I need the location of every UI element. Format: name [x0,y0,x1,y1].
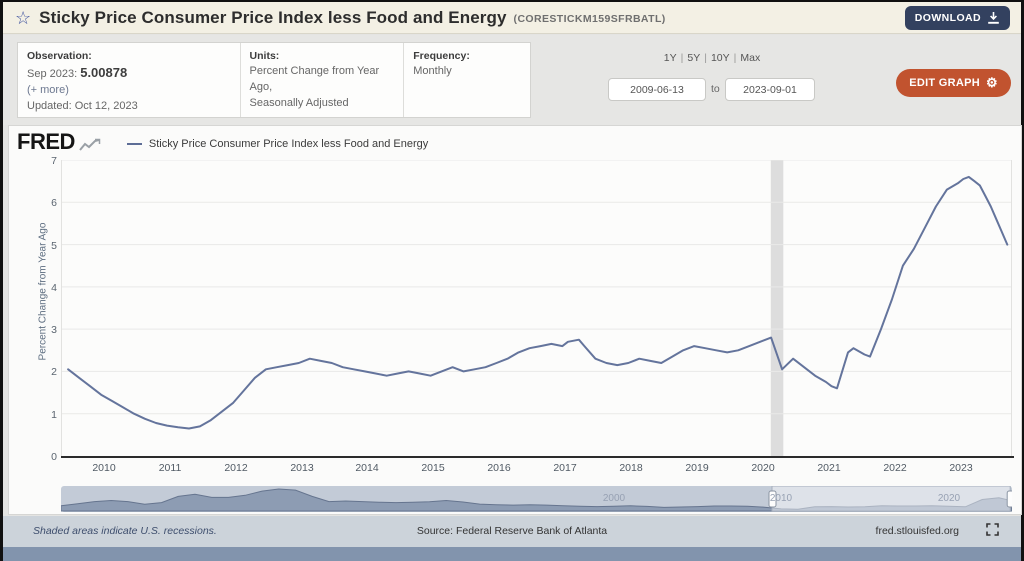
x-tick-label: 2013 [290,462,314,474]
date-end-input[interactable] [725,78,815,101]
scrubber-year-label: 2020 [937,493,961,504]
page-header: ☆ Sticky Price Consumer Price Index less… [3,2,1021,34]
x-axis-line [61,456,1014,458]
plot-area[interactable] [61,159,1012,456]
range-scrubber[interactable]: 2000 2010 2020 [60,485,1015,513]
control-strip: Observation: Sep 2023: 5.00878 (+ more) … [3,35,1021,125]
legend-line-swatch [126,142,142,145]
x-tick-label: 2019 [685,462,709,474]
date-to-label: to [711,83,720,95]
x-tick-label: 2010 [92,462,116,474]
y-tick-label: 7 [51,155,57,167]
range-preset-10y[interactable]: 10Y [710,52,730,64]
edit-graph-button[interactable]: EDIT GRAPH ⚙ [896,69,1011,97]
preset-separator: | [704,52,707,64]
series-id: (CORESTICKM159SFRBATL) [513,12,666,25]
y-tick-label: 6 [51,197,57,210]
chart-svg [61,159,1012,456]
observation-value: Sep 2023: 5.00878 [27,65,128,81]
x-tick-label: 2022 [883,462,907,474]
y-tick-label: 0 [51,451,57,463]
legend-label: Sticky Price Consumer Price Index less F… [148,137,429,150]
x-tick-label: 2011 [158,462,182,474]
y-tick-label: 3 [51,324,57,337]
scrubber-handle-right[interactable] [1006,490,1015,508]
recessions-note: Shaded areas indicate U.S. recessions. [33,525,217,537]
y-tick-label: 5 [51,239,57,252]
fred-logo: FRED [17,129,75,154]
meta-cards: Observation: Sep 2023: 5.00878 (+ more) … [17,42,531,118]
site-link: fred.stlouisfed.org [875,525,959,537]
bottom-bar [3,547,1021,561]
range-preset-1y[interactable]: 1Y [663,52,677,64]
range-presets: 1Y | 5Y | 10Y | Max [631,52,793,64]
range-preset-5y[interactable]: 5Y [687,52,701,64]
scrubber-handle-left[interactable] [768,490,777,508]
preset-separator: | [733,52,737,64]
scrubber-year-label: 2000 [602,493,626,504]
gear-icon: ⚙ [986,75,998,90]
units-label: Units: [249,50,280,62]
scrubber-svg [60,485,1015,513]
chart-legend: Sticky Price Consumer Price Index less F… [126,137,429,150]
scrubber-year-label: 2010 [769,493,793,504]
y-tick-label: 2 [51,366,57,379]
frequency-label: Frequency: [413,50,470,62]
x-tick-label: 2018 [619,462,643,474]
more-observations-link[interactable]: (+ more) [27,84,69,97]
download-icon [988,12,999,24]
x-tick-label: 2016 [487,462,511,474]
chart-brand-row: FRED Sticky Price Consumer Price Index l… [17,129,428,155]
y-tick-label: 4 [51,281,57,294]
observation-panel: Observation: Sep 2023: 5.00878 (+ more) … [18,43,240,117]
x-tick-label: 2012 [224,462,248,474]
frequency-value: Monthly [413,65,452,78]
date-start-input[interactable] [608,78,706,101]
observation-number: 5.00878 [80,65,128,81]
fred-sparkline-icon [79,138,101,151]
range-preset-max[interactable]: Max [740,52,761,64]
download-button[interactable]: DOWNLOAD [904,6,1010,30]
updated-date: Updated: Oct 12, 2023 [27,100,138,113]
units-line1: Percent Change from Year Ago, [249,65,380,94]
expand-icon[interactable] [986,523,999,536]
units-panel: Units: Percent Change from Year Ago, Sea… [239,43,404,117]
x-tick-label: 2023 [949,462,973,474]
edit-graph-label: EDIT GRAPH [909,77,981,89]
frequency-panel: Frequency: Monthly [403,43,530,117]
page-title: Sticky Price Consumer Price Index less F… [39,7,507,27]
preset-separator: | [680,52,684,64]
download-button-label: DOWNLOAD [914,12,981,24]
y-axis-ticks: 0 1 2 3 4 5 6 7 [27,155,57,463]
chart-footer: Shaded areas indicate U.S. recessions. S… [3,516,1021,547]
y-tick-label: 1 [51,408,57,421]
units-line2: Seasonally Adjusted [249,97,349,110]
x-tick-label: 2017 [553,462,577,474]
x-tick-label: 2014 [355,462,379,474]
x-tick-label: 2015 [421,462,445,474]
favorite-star-icon[interactable]: ☆ [15,7,32,28]
source-text: Source: Federal Reserve Bank of Atlanta [416,525,608,537]
chart-card: FRED Sticky Price Consumer Price Index l… [8,125,1022,515]
x-tick-label: 2020 [751,462,775,474]
x-axis-ticks: 2010 2011 2012 2013 2014 2015 2016 2017 2018 2019… [61,462,1012,476]
observation-label: Observation: [27,50,92,62]
x-tick-label: 2021 [817,462,841,474]
